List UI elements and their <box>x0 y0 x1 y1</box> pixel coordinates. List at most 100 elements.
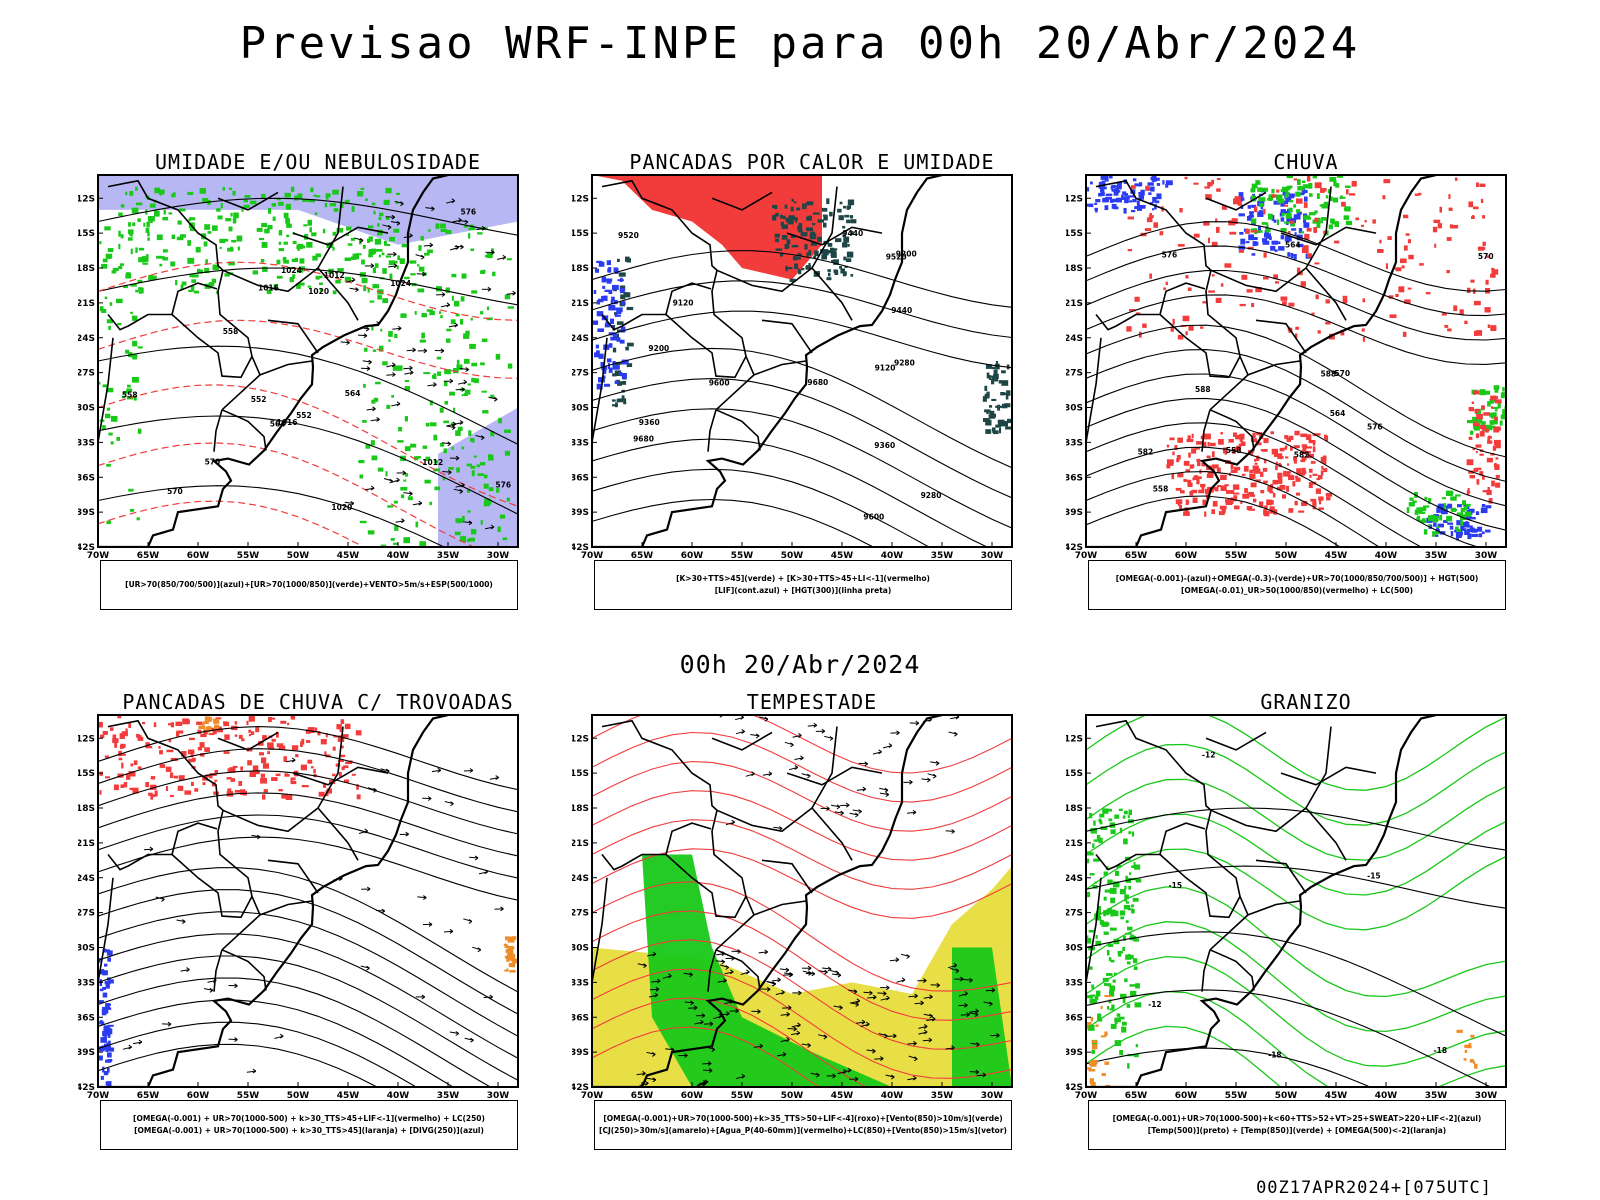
country-border <box>1255 319 1307 354</box>
lat-tick-label: 33S <box>78 438 95 448</box>
contour-labels: 582 582 588 588 576 576 570 570 564 564 558 558 <box>1138 241 1494 494</box>
country-border <box>601 853 666 871</box>
lat-tick-label: 27S <box>78 369 95 379</box>
lon-tick-label: 40W <box>387 1091 410 1101</box>
country-border <box>292 226 389 246</box>
lat-tick-label: 33S <box>1066 978 1083 988</box>
country-border <box>592 337 608 445</box>
lat-tick-label: 15S <box>572 769 589 779</box>
lon-tick-label: 60W <box>187 551 210 561</box>
contour-label: 570 <box>1334 369 1350 378</box>
country-border <box>107 313 172 331</box>
country-border <box>292 766 389 786</box>
lon-tick-label: 65W <box>631 551 654 561</box>
coastline <box>98 175 449 547</box>
lat-tick-label: 42S <box>1066 543 1083 553</box>
contour-labels: 1012101210161016102010201024102456456457… <box>122 207 511 512</box>
country-border <box>107 719 261 951</box>
contour-label: 9680 <box>633 434 654 443</box>
country-border <box>1247 360 1301 376</box>
lon-tick-label: 70W <box>581 1091 604 1101</box>
legend-line: [Temp(500)](preto) + [Temp(850)](verde) … <box>1147 1126 1447 1135</box>
humidity-high-levels-south <box>438 407 518 547</box>
contour-label: -12 <box>1202 751 1216 760</box>
lat-tick-label: 18S <box>78 804 95 814</box>
lat-tick-label: 21S <box>1066 299 1083 309</box>
country-border <box>259 900 313 916</box>
lat-tick-label: 30S <box>1066 944 1083 954</box>
country-border <box>601 719 755 951</box>
country-border <box>1205 731 1267 751</box>
lat-tick-label: 24S <box>572 334 589 344</box>
country-border <box>1305 807 1347 861</box>
lon-tick-label: 65W <box>1125 551 1148 561</box>
country-border <box>1159 853 1241 919</box>
lat-tick-label: 27S <box>572 909 589 919</box>
country-border <box>786 226 883 246</box>
lat-tick-label: 18S <box>572 264 589 274</box>
contour-label: 582 <box>1138 447 1154 456</box>
country-border <box>171 853 253 919</box>
lat-tick-label: 42S <box>78 543 95 553</box>
contour-label: -15 <box>1367 871 1381 880</box>
lon-tick-label: 60W <box>1175 551 1198 561</box>
country-border <box>171 313 253 379</box>
country-border <box>217 191 279 211</box>
lat-tick-label: 15S <box>1066 769 1083 779</box>
lat-tick-label: 36S <box>572 473 589 483</box>
map-base <box>1086 715 1437 1087</box>
map-panel: GRANIZO -12 -12 -15 -15 -18 -18 12S 15S 18S 21S 24S… <box>1066 690 1546 1170</box>
lon-tick-label: 65W <box>631 1091 654 1101</box>
country-border <box>1280 766 1377 786</box>
lon-tick-label: 40W <box>1375 551 1398 561</box>
contour-label: 582 <box>1294 451 1310 460</box>
panel-legend: [UR>70(850/700/500)](azul)+[UR>70(1000/8… <box>100 560 518 610</box>
lat-tick-label: 21S <box>78 839 95 849</box>
lat-tick-label: 42S <box>78 1083 95 1093</box>
panel-legend: [K>30+TTS>45](verde) + [K>30+TTS>45+LI<-… <box>594 560 1012 610</box>
lat-tick-label: 30S <box>78 404 95 414</box>
legend-line: [CJ(250)>30m/s](amarelo)+[Agua_P(40-60mm… <box>599 1126 1007 1135</box>
lon-tick-label: 40W <box>387 551 410 561</box>
map-panel: UMIDADE E/OU NEBULOSIDADE 1012 1012 1016 101… <box>78 150 558 630</box>
contour-label: 576 <box>1367 422 1383 431</box>
lat-tick-label: 33S <box>572 438 589 448</box>
omega-green <box>1250 175 1506 537</box>
panel-legend: [OMEGA(-0.001)+UR>70(1000-500)+k<60+TTS>… <box>1088 1100 1506 1150</box>
legend-line: [OMEGA(-0.001) + UR>70(1000-500) + k>30_… <box>133 1114 485 1123</box>
lat-tick-label: 39S <box>572 1048 589 1058</box>
wind-vectors <box>340 198 516 530</box>
lat-tick-label: 24S <box>78 874 95 884</box>
lat-tick-label: 39S <box>1066 1048 1083 1058</box>
country-border <box>1095 719 1249 951</box>
country-border <box>1210 186 1332 293</box>
lon-tick-label: 50W <box>287 551 310 561</box>
map-frame <box>97 714 519 1088</box>
lon-tick-label: 65W <box>1125 1091 1148 1101</box>
country-border <box>1095 853 1160 871</box>
contour-label: 1020 <box>308 287 329 296</box>
lat-tick-label: 12S <box>572 734 589 744</box>
map-layers: 1012101210161016102010201024102456456457… <box>98 175 518 547</box>
lat-tick-label: 30S <box>572 404 589 414</box>
country-border <box>715 409 761 451</box>
lat-tick-label: 24S <box>572 874 589 884</box>
country-border <box>1086 337 1102 445</box>
lat-tick-label: 15S <box>1066 229 1083 239</box>
lat-tick-label: 21S <box>572 299 589 309</box>
country-border <box>1255 859 1307 894</box>
lat-tick-label: 12S <box>572 194 589 204</box>
country-border <box>1086 877 1102 985</box>
map-frame <box>1085 714 1507 1088</box>
lat-tick-label: 24S <box>1066 874 1083 884</box>
contour-label: 1020 <box>331 503 352 512</box>
map-layers: 582 582 588 588 576 576 570 570 564 564 558 558 <box>1086 175 1506 547</box>
panel-legend: [OMEGA(-0.001)-(azul)+OMEGA(-0.3)-(verde… <box>1088 560 1506 610</box>
map-panel: CHUVA 582 582 588 588 576 576 570 570 564 564 558 55… <box>1066 150 1546 630</box>
lon-tick-label: 30W <box>487 1091 510 1101</box>
pressure-contours <box>98 197 518 547</box>
lon-tick-label: 30W <box>1475 551 1498 561</box>
map-frame <box>1085 174 1507 548</box>
lon-tick-label: 50W <box>1275 551 1298 561</box>
